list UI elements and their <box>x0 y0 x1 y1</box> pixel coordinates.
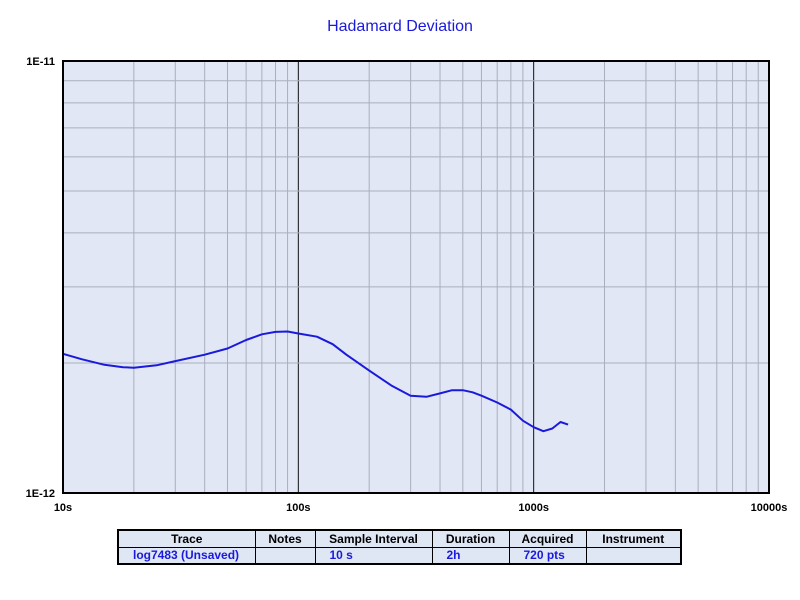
header-acquired: Acquired <box>508 529 587 548</box>
cell-sample-interval: 10 s <box>314 546 433 565</box>
tick-labels: 10s 100s 1000s 10000s 1E-11 1E-12 <box>26 56 788 514</box>
table-row[interactable]: log7483 (Unsaved) 10 s 2h 720 pts <box>117 546 682 565</box>
trace-info-table: Trace Notes Sample Interval Duration Acq… <box>117 529 682 565</box>
y-tick-label: 1E-11 <box>26 56 55 68</box>
chart-title: Hadamard Deviation <box>327 18 473 35</box>
cell-trace[interactable]: log7483 (Unsaved) <box>117 546 256 565</box>
cell-acquired: 720 pts <box>508 546 587 565</box>
header-instrument: Instrument <box>585 529 682 548</box>
cell-duration: 2h <box>431 546 510 565</box>
x-tick-label: 10s <box>54 502 72 514</box>
grid-lines <box>63 61 769 493</box>
header-notes: Notes <box>254 529 316 548</box>
header-duration: Duration <box>431 529 510 548</box>
y-tick-label: 1E-12 <box>26 488 55 500</box>
table-header-row: Trace Notes Sample Interval Duration Acq… <box>117 529 682 548</box>
series-line-0 <box>62 330 569 433</box>
header-trace: Trace <box>117 529 256 548</box>
x-tick-label: 10000s <box>751 502 788 514</box>
cell-notes <box>254 546 316 565</box>
cell-instrument <box>585 546 682 565</box>
plot-border <box>62 60 770 494</box>
x-tick-label: 100s <box>286 502 310 514</box>
header-sample-interval: Sample Interval <box>314 529 433 548</box>
plot-area <box>63 61 769 493</box>
x-tick-label: 1000s <box>518 502 549 514</box>
series-layer <box>62 330 569 433</box>
